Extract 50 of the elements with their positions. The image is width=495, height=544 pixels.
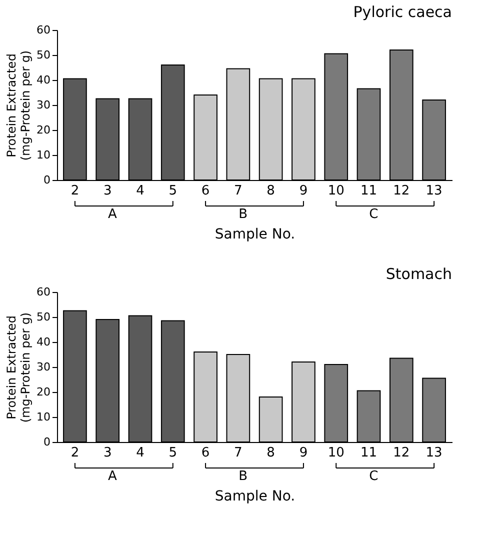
y-tick-label: 20 [36, 386, 50, 398]
x-tick-label: 5 [168, 446, 178, 460]
text: B [238, 469, 248, 484]
x-tick-label: 10 [328, 446, 344, 460]
y-tick-label: 50 [36, 310, 50, 324]
y-tick-label: 20 [36, 124, 50, 136]
y-tick-label: 60 [36, 286, 50, 298]
x-tick-label: 11 [360, 184, 378, 198]
x-axis-title: Sample No. [214, 488, 296, 504]
x-tick-label: 9 [299, 184, 308, 198]
y-tick-label: 40 [36, 74, 50, 86]
x-tick-label: 7 [234, 446, 242, 460]
y-axis-title: Protein Extracted (mg-Protein per g) [4, 50, 33, 161]
x-tick-label: 2 [70, 184, 80, 198]
x-tick-label: 3 [103, 184, 112, 198]
x-tick-label: 13 [426, 446, 442, 460]
x-tick-label: 6 [201, 184, 210, 198]
y-tick-label: 10 [36, 148, 50, 162]
x-axis-title: Sample No. [214, 226, 296, 242]
text: A [108, 207, 118, 222]
y-tick-label: 40 [36, 336, 50, 348]
x-tick-label: 11 [360, 446, 378, 460]
x-tick-label: 2 [70, 446, 80, 460]
y-tick-label: 10 [36, 410, 50, 424]
y-tick-label: 30 [36, 98, 50, 112]
x-tick-label: 4 [136, 184, 144, 198]
y-tick-label: 30 [36, 360, 50, 374]
chart-title: Stomach [386, 265, 452, 283]
x-tick-label: 5 [168, 184, 178, 198]
x-tick-label: 10 [328, 184, 344, 198]
x-tick-label: 8 [266, 446, 275, 460]
x-tick-label: 6 [201, 446, 210, 460]
x-tick-label: 12 [393, 184, 410, 198]
text: C [369, 207, 378, 222]
y-tick-label: 0 [44, 174, 50, 186]
y-tick-label: 50 [36, 48, 50, 62]
y-axis-title: Protein Extracted (mg-Protein per g) [4, 312, 33, 423]
text: C [369, 469, 378, 484]
x-tick-label: 4 [136, 446, 144, 460]
x-tick-label: 9 [299, 446, 308, 460]
x-tick-label: 13 [426, 184, 442, 198]
y-tick-label: 60 [36, 24, 50, 36]
x-tick-label: 12 [393, 446, 410, 460]
x-tick-label: 8 [266, 184, 275, 198]
x-tick-label: 7 [234, 184, 242, 198]
text: B [238, 207, 248, 222]
text: A [108, 469, 118, 484]
x-tick-label: 3 [103, 446, 112, 460]
y-tick-label: 0 [44, 436, 50, 448]
chart-title: Pyloric caeca [353, 3, 452, 21]
